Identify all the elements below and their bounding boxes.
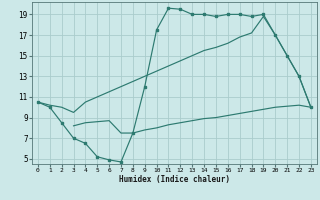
X-axis label: Humidex (Indice chaleur): Humidex (Indice chaleur)	[119, 175, 230, 184]
